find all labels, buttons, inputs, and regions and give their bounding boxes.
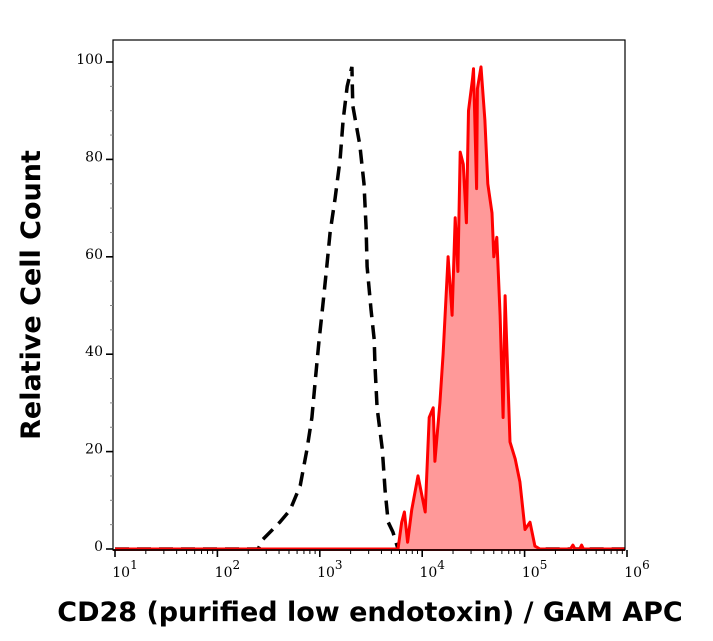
x-tick-label: 102 [215,558,240,581]
series-line-stained [115,65,625,551]
y-tick-label: 20 [85,442,103,458]
x-tick-label: 106 [624,558,649,581]
x-tick-label: 105 [522,558,547,581]
x-axis-title: CD28 (purified low endotoxin) / GAM APC [57,597,682,628]
y-tick-label: 0 [94,539,103,555]
x-axis: 101 102 103 104 105 106 [112,550,650,581]
series-layer [113,65,625,551]
series-fill-area [113,66,625,550]
y-axis-title: Relative Cell Count [16,150,47,440]
y-tick-label: 100 [76,52,103,68]
x-tick-label: 101 [112,558,137,581]
y-tick-label: 80 [85,149,103,165]
series-line-control [115,66,625,551]
y-tick-label: 40 [85,344,103,360]
x-tick-label: 104 [419,558,445,581]
x-tick-label: 103 [317,558,342,581]
y-axis: 0 20 40 60 80 100 [76,52,113,555]
y-tick-label: 60 [85,247,103,263]
